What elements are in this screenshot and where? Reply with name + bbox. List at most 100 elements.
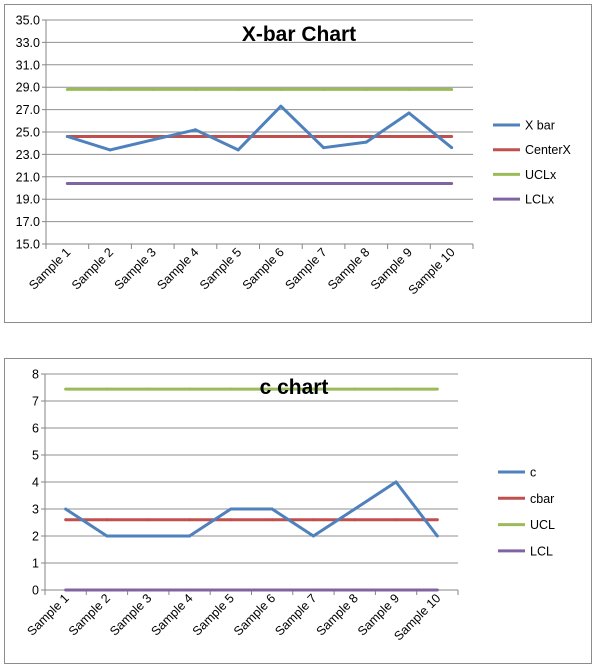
- c-x-tick-label: Sample 7: [272, 591, 319, 638]
- xbar-series-uclx-point: [65, 87, 69, 91]
- c-x-tick-label: Sample 3: [107, 591, 154, 638]
- xbar-x-tick-label: Sample 1: [26, 245, 73, 292]
- c-series-c-point: [105, 534, 109, 538]
- xbar-y-tick-label: 33.0: [16, 36, 40, 50]
- c-series-ucl-point: [311, 387, 315, 391]
- c-series-lcl-point: [353, 588, 357, 592]
- xbar-x-tick-label: Sample 10: [406, 245, 458, 297]
- c-series-c-point: [146, 534, 150, 538]
- c-series-cbar-point: [353, 518, 357, 522]
- xbar-chart-panel: 15.0 17.0 19.0 21.0 23.0 25.0 27.0 29.0 31.0 33.0…: [4, 4, 592, 323]
- xbar-series-uclx-point: [151, 87, 155, 91]
- c-series-c-point: [394, 480, 398, 484]
- xbar-series-centerx-point: [151, 134, 155, 138]
- c-y-tick-label: 7: [32, 395, 39, 409]
- xbar-series-lclx-point: [108, 182, 112, 186]
- c-series-ucl-point: [64, 387, 68, 391]
- legend-label-c: c: [530, 466, 536, 480]
- c-series-lcl-point: [64, 588, 68, 592]
- xbar-y-tick-label: 29.0: [16, 81, 40, 95]
- c-series-lcl-point: [105, 588, 109, 592]
- c-series-lcl-point: [311, 588, 315, 592]
- c-series-ucl-point: [435, 387, 439, 391]
- xbar-y-tick-label: 15.0: [16, 238, 40, 252]
- xbar-x-tick-label: Sample 5: [197, 245, 244, 292]
- legend-label-cbar: cbar: [530, 492, 554, 506]
- c-series-c-point: [270, 507, 274, 511]
- xbar-series-x-bar-point: [407, 111, 411, 115]
- xbar-x-tick-label: Sample 2: [69, 245, 116, 292]
- c-series-c-point: [435, 534, 439, 538]
- xbar-series-lclx-point: [236, 182, 240, 186]
- c-series-cbar-point: [435, 518, 439, 522]
- c-y-tick-label: 2: [32, 530, 39, 544]
- xbar-series-x-bar-point: [450, 146, 454, 150]
- xbar-series-uclx-point: [193, 87, 197, 91]
- legend-label-centerx: CenterX: [525, 143, 572, 157]
- c-series-ucl-point: [229, 387, 233, 391]
- xbar-series-centerx-point: [407, 134, 411, 138]
- c-y-tick-label: 0: [32, 584, 39, 598]
- c-series-cbar-point: [64, 518, 68, 522]
- c-series-cbar-point: [229, 518, 233, 522]
- c-series-cbar-point: [146, 518, 150, 522]
- xbar-series-uclx-point: [322, 87, 326, 91]
- c-series-ucl-point: [146, 387, 150, 391]
- c-y-tick-label: 3: [32, 503, 39, 517]
- c-series-lcl-point: [394, 588, 398, 592]
- xbar-series-centerx-point: [450, 134, 454, 138]
- xbar-series-x-bar-point: [279, 104, 283, 108]
- c-series-lcl-point: [435, 588, 439, 592]
- xbar-series-lclx-point: [279, 182, 283, 186]
- c-chart-panel: 0 1 2 3 4 5 6 7 8 Sample 1 Sample 2 Sample 3 Sample …: [4, 358, 592, 664]
- c-series-c-point: [64, 507, 68, 511]
- c-y-tick-label: 4: [32, 476, 39, 490]
- c-series-lcl-point: [270, 588, 274, 592]
- xbar-series-centerx-point: [364, 134, 368, 138]
- c-series-lcl-point: [146, 588, 150, 592]
- xbar-chart: 15.0 17.0 19.0 21.0 23.0 25.0 27.0 29.0 31.0 33.0…: [16, 14, 572, 298]
- c-x-tick-label: Sample 5: [190, 591, 237, 638]
- c-y-tick-label: 1: [32, 557, 39, 571]
- legend-label-lclx: LCLx: [525, 193, 555, 207]
- xbar-series-x-bar-point: [236, 148, 240, 152]
- c-y-tick-label: 8: [32, 368, 39, 382]
- xbar-series-uclx-point: [279, 87, 283, 91]
- xbar-series-x-bar-point: [151, 138, 155, 142]
- c-y-tick-label: 5: [32, 449, 39, 463]
- c-series-cbar-point: [188, 518, 192, 522]
- xbar-series-lclx-point: [151, 182, 155, 186]
- c-series-ucl-point: [353, 387, 357, 391]
- xbar-series-x-bar-point: [65, 134, 69, 138]
- xbar-y-tick-label: 25.0: [16, 126, 40, 140]
- legend-label-ucl: UCL: [530, 518, 555, 532]
- xbar-chart-title: X-bar Chart: [242, 23, 356, 46]
- xbar-series-centerx-point: [236, 134, 240, 138]
- c-series-ucl-point: [188, 387, 192, 391]
- legend-label-uclx: UCLx: [525, 168, 557, 182]
- xbar-series-x-bar-point: [322, 146, 326, 150]
- xbar-series-uclx-point: [450, 87, 454, 91]
- c-series-cbar-point: [105, 518, 109, 522]
- xbar-series-centerx-point: [193, 134, 197, 138]
- xbar-series-x-bar-line: [66, 104, 453, 152]
- xbar-y-tick-label: 21.0: [16, 170, 40, 184]
- xbar-y-tick-label: 27.0: [16, 103, 40, 117]
- xbar-series-uclx-point: [407, 87, 411, 91]
- xbar-x-tick-label: Sample 7: [282, 245, 329, 292]
- c-x-tick-label: Sample 6: [231, 591, 278, 638]
- xbar-series-centerx-point: [108, 134, 112, 138]
- c-series-ucl-point: [394, 387, 398, 391]
- c-x-tick-label: Sample 2: [66, 591, 113, 638]
- xbar-y-tick-label: 19.0: [16, 193, 40, 207]
- xbar-series-uclx-point: [108, 87, 112, 91]
- c-series-c-point: [353, 507, 357, 511]
- xbar-x-tick-label: Sample 6: [240, 245, 287, 292]
- c-series-c-point: [229, 507, 233, 511]
- c-series-cbar-point: [311, 518, 315, 522]
- c-series-lcl-point: [229, 588, 233, 592]
- xbar-series-x-bar-point: [108, 148, 112, 152]
- xbar-series-centerx-point: [279, 134, 283, 138]
- c-x-tick-label: Sample 8: [314, 591, 361, 638]
